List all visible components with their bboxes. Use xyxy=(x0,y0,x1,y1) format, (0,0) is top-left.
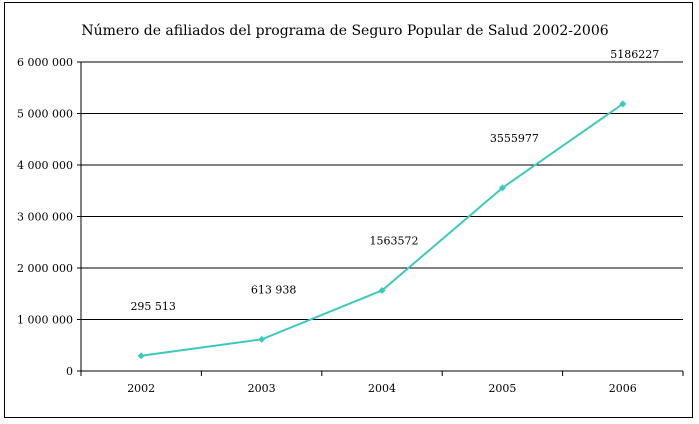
y-tick-label: 3 000 000 xyxy=(17,211,73,224)
data-label: 5186227 xyxy=(610,48,659,61)
data-labels: 295 513 613 938 1563572 3555977 5186227 xyxy=(130,48,659,313)
data-point xyxy=(258,335,266,343)
y-tick-label: 0 xyxy=(66,365,73,378)
x-tick-labels: 2002 2003 2004 2005 2006 xyxy=(127,382,637,395)
y-tick-labels: 0 1 000 000 2 000 000 3 000 000 4 000 000 5 0… xyxy=(17,56,73,378)
series-line xyxy=(141,103,624,357)
data-label: 295 513 xyxy=(130,300,176,313)
line-chart: Número de afiliados del programa de Segu… xyxy=(17,23,684,395)
y-tick-label: 1 000 000 xyxy=(17,314,73,327)
x-tick-label: 2005 xyxy=(488,382,516,395)
y-tick-label: 6 000 000 xyxy=(17,56,73,69)
axes xyxy=(77,61,684,376)
data-point xyxy=(619,100,627,108)
series-group xyxy=(137,100,627,360)
y-tick-label: 2 000 000 xyxy=(17,262,73,275)
data-point xyxy=(378,286,386,294)
chart-title: Número de afiliados del programa de Segu… xyxy=(81,23,608,39)
data-point xyxy=(137,352,145,360)
data-label: 613 938 xyxy=(251,283,297,296)
x-tick-label: 2004 xyxy=(368,382,396,395)
x-tick-label: 2003 xyxy=(248,382,276,395)
data-point xyxy=(498,184,506,192)
y-tick-label: 4 000 000 xyxy=(17,159,73,172)
y-tick-label: 5 000 000 xyxy=(17,108,73,121)
chart-frame: Número de afiliados del programa de Segu… xyxy=(4,2,693,418)
gridlines xyxy=(81,61,683,320)
data-label: 1563572 xyxy=(370,234,419,247)
x-tick-label: 2006 xyxy=(609,382,637,395)
data-label: 3555977 xyxy=(490,132,539,145)
x-tick-label: 2002 xyxy=(127,382,155,395)
